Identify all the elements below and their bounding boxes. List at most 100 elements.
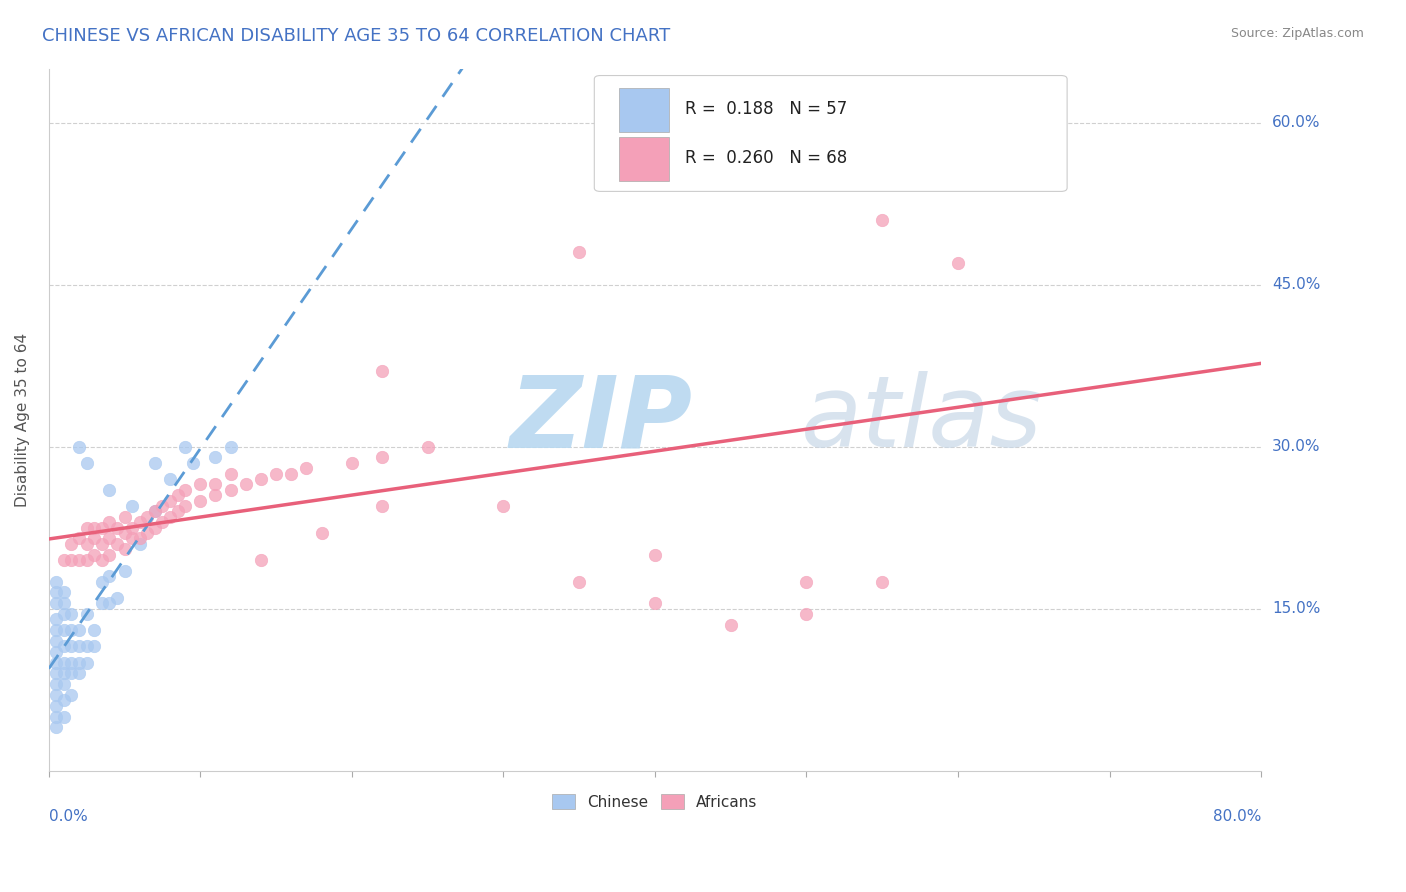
Point bbox=[105, 521, 128, 535]
Point bbox=[76, 607, 98, 621]
Point bbox=[121, 521, 143, 535]
Text: ZIP: ZIP bbox=[509, 371, 692, 468]
Point bbox=[416, 440, 439, 454]
Point bbox=[67, 656, 90, 670]
Point bbox=[60, 666, 83, 681]
Point bbox=[52, 656, 75, 670]
Point bbox=[159, 493, 181, 508]
Point bbox=[67, 640, 90, 654]
Point bbox=[128, 515, 150, 529]
Point bbox=[98, 548, 121, 562]
Point bbox=[152, 499, 174, 513]
Point bbox=[45, 585, 67, 599]
Point bbox=[60, 553, 83, 567]
Point bbox=[52, 709, 75, 723]
Point bbox=[90, 553, 112, 567]
Point bbox=[188, 477, 211, 491]
Point bbox=[371, 499, 394, 513]
Point bbox=[870, 212, 893, 227]
Point bbox=[114, 542, 136, 557]
Point bbox=[60, 537, 83, 551]
Point bbox=[98, 569, 121, 583]
Point bbox=[52, 640, 75, 654]
Point bbox=[76, 521, 98, 535]
Point bbox=[644, 548, 666, 562]
Point bbox=[83, 640, 105, 654]
Point bbox=[105, 537, 128, 551]
Point bbox=[295, 461, 318, 475]
Point bbox=[128, 537, 150, 551]
Point bbox=[52, 585, 75, 599]
Point bbox=[204, 450, 226, 465]
Point bbox=[280, 467, 302, 481]
Point bbox=[60, 656, 83, 670]
Point bbox=[76, 640, 98, 654]
Point bbox=[114, 526, 136, 541]
Point bbox=[250, 472, 273, 486]
Point bbox=[159, 472, 181, 486]
Point bbox=[98, 515, 121, 529]
Point bbox=[235, 477, 257, 491]
Point bbox=[45, 698, 67, 713]
Point bbox=[121, 499, 143, 513]
Point bbox=[76, 656, 98, 670]
Point bbox=[219, 467, 242, 481]
Point bbox=[219, 440, 242, 454]
Point bbox=[114, 509, 136, 524]
Point bbox=[83, 548, 105, 562]
Point bbox=[90, 521, 112, 535]
Point bbox=[174, 483, 197, 497]
Point bbox=[76, 456, 98, 470]
Point bbox=[1022, 159, 1045, 173]
Text: 15.0%: 15.0% bbox=[1272, 601, 1320, 616]
Point bbox=[340, 456, 363, 470]
Point bbox=[45, 666, 67, 681]
Point bbox=[98, 483, 121, 497]
Point bbox=[128, 532, 150, 546]
Point bbox=[67, 440, 90, 454]
Point bbox=[52, 607, 75, 621]
Point bbox=[52, 693, 75, 707]
Point bbox=[90, 537, 112, 551]
Point bbox=[60, 640, 83, 654]
Point bbox=[45, 721, 67, 735]
FancyBboxPatch shape bbox=[619, 137, 669, 181]
Point bbox=[870, 574, 893, 589]
Point bbox=[45, 634, 67, 648]
Point bbox=[143, 504, 166, 518]
Point bbox=[52, 677, 75, 691]
Point bbox=[264, 467, 287, 481]
Point bbox=[60, 688, 83, 702]
Point bbox=[52, 553, 75, 567]
FancyBboxPatch shape bbox=[619, 88, 669, 132]
Point bbox=[45, 656, 67, 670]
Text: Source: ZipAtlas.com: Source: ZipAtlas.com bbox=[1230, 27, 1364, 40]
Point bbox=[76, 553, 98, 567]
Point bbox=[371, 450, 394, 465]
Point bbox=[568, 574, 591, 589]
Point bbox=[98, 596, 121, 610]
Legend: Chinese, Africans: Chinese, Africans bbox=[547, 788, 763, 815]
Point bbox=[83, 521, 105, 535]
Point bbox=[568, 245, 591, 260]
Point bbox=[219, 483, 242, 497]
Text: 45.0%: 45.0% bbox=[1272, 277, 1320, 292]
Point bbox=[181, 456, 204, 470]
Point bbox=[60, 624, 83, 638]
Point bbox=[83, 532, 105, 546]
Point bbox=[250, 553, 273, 567]
Point bbox=[45, 645, 67, 659]
Point bbox=[143, 521, 166, 535]
Point bbox=[114, 564, 136, 578]
Point bbox=[67, 532, 90, 546]
Point bbox=[136, 526, 159, 541]
Point bbox=[166, 488, 188, 502]
Point bbox=[45, 709, 67, 723]
Point bbox=[188, 493, 211, 508]
Text: 30.0%: 30.0% bbox=[1272, 439, 1320, 454]
Point bbox=[45, 624, 67, 638]
Point bbox=[67, 553, 90, 567]
Text: 80.0%: 80.0% bbox=[1213, 809, 1261, 824]
Point bbox=[60, 607, 83, 621]
Text: 0.0%: 0.0% bbox=[49, 809, 87, 824]
